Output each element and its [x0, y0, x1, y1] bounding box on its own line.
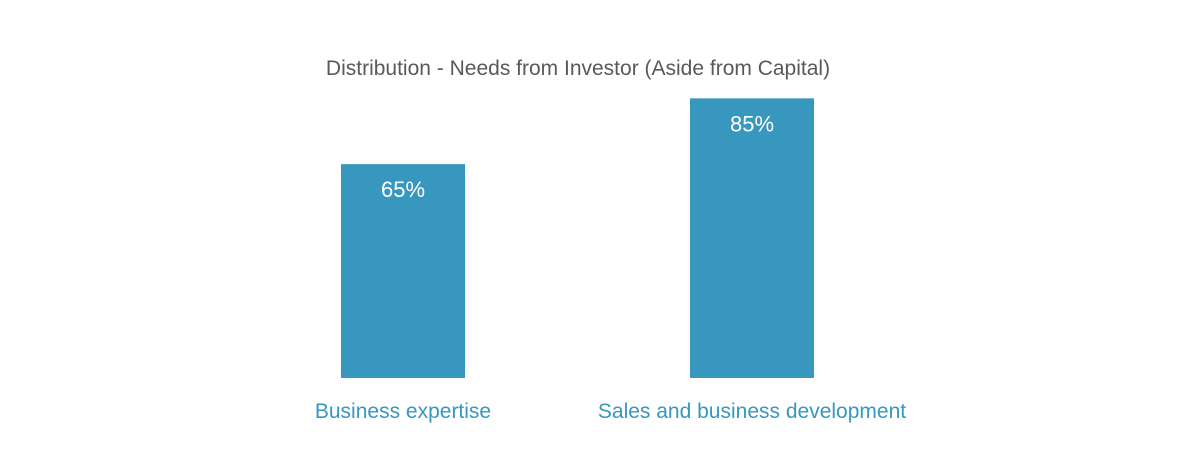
bar-1 [341, 164, 465, 378]
bars-layer [341, 98, 814, 378]
category-labels-layer: Business expertise Sales and business dev… [315, 400, 906, 423]
category-label-2: Sales and business development [598, 400, 906, 423]
bar-value-label-1: 65% [381, 177, 425, 202]
value-labels-layer: 65% 85% [381, 111, 774, 202]
bar-2 [690, 98, 814, 378]
bar-value-label-2: 85% [730, 111, 774, 136]
category-label-1: Business expertise [315, 400, 491, 423]
chart-title: Distribution - Needs from Investor (Asid… [326, 57, 830, 80]
